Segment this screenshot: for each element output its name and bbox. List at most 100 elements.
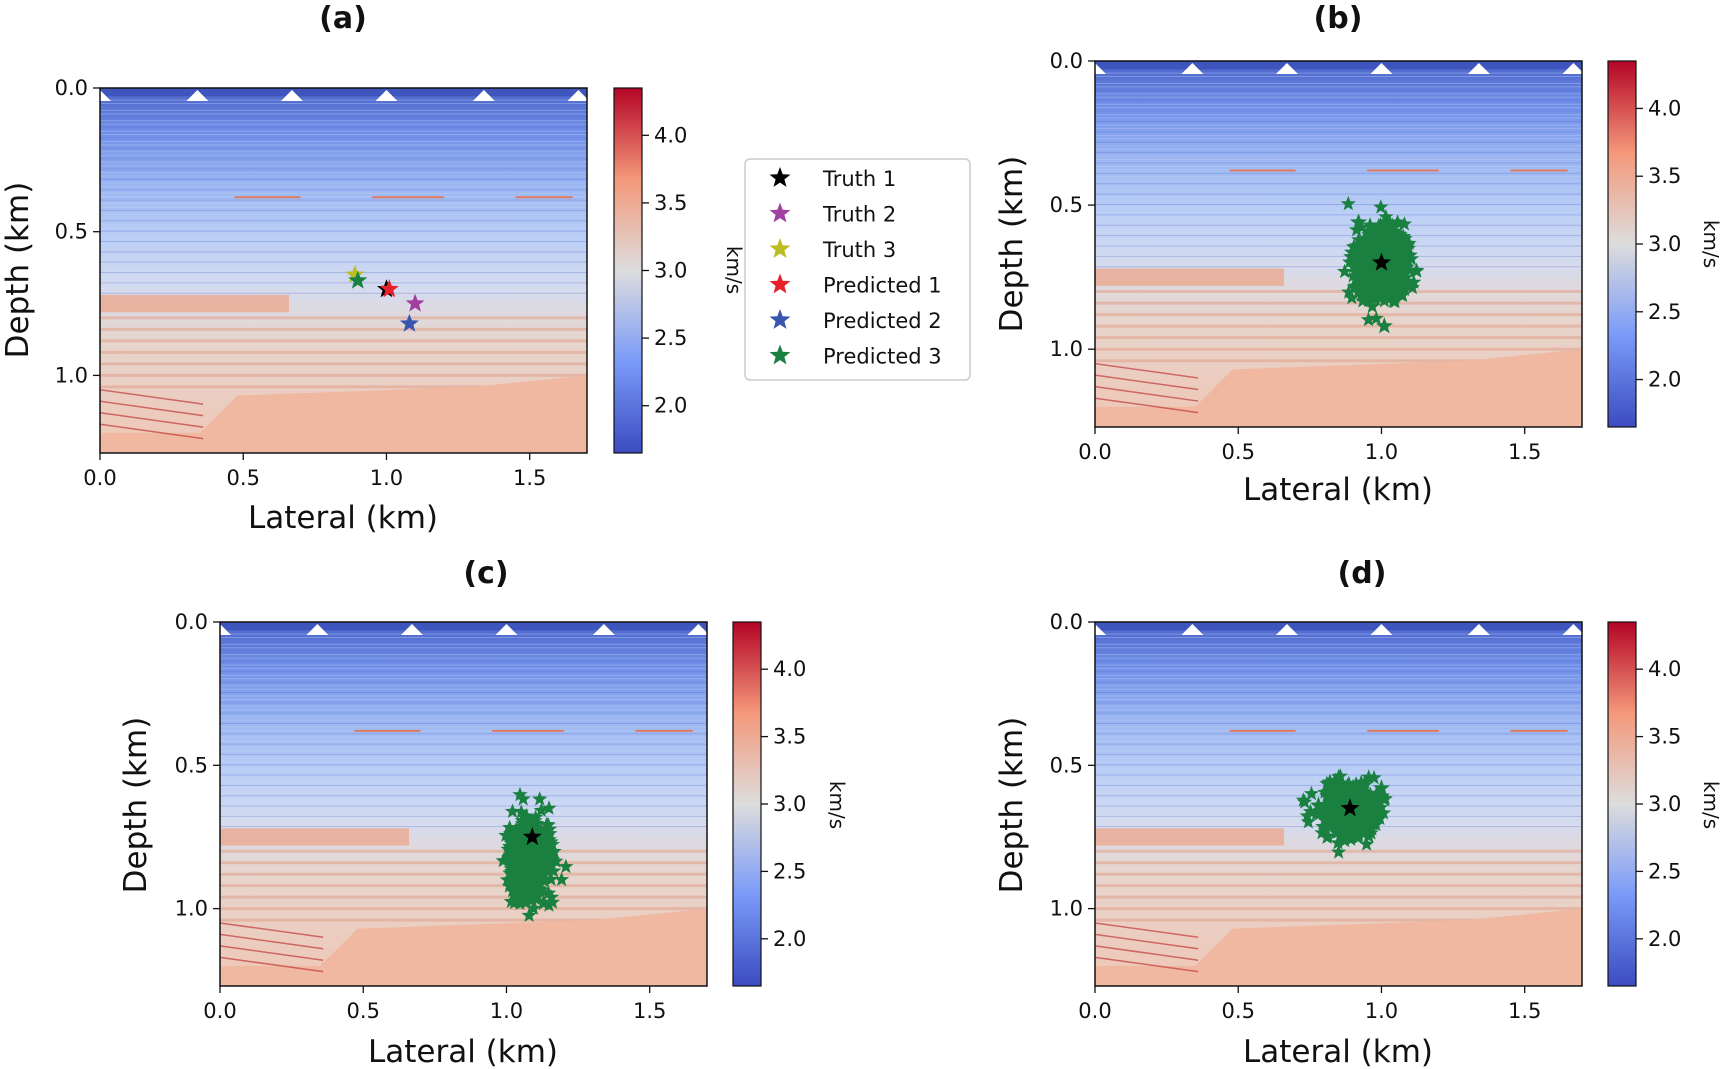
predicted-star: [501, 849, 517, 864]
predicted-star: [502, 819, 518, 835]
predicted-star: [1330, 835, 1346, 850]
predicted-star: [525, 900, 542, 915]
x-axis-label: Lateral (km): [1243, 1034, 1433, 1069]
receiver-marker: [567, 90, 587, 101]
predicted-star: [512, 786, 528, 802]
predicted-star: [1374, 788, 1390, 803]
plot-frame: [1094, 621, 1583, 987]
predicted-star: [502, 872, 518, 887]
colorbar-tick-label: 3.5: [1648, 725, 1681, 749]
colorbar-tick-label: 4.0: [773, 657, 806, 681]
colorbar: 2.0 2.5 3.0 3.5 4.0 km/s: [732, 621, 849, 987]
predicted-star: [1396, 216, 1413, 231]
predicted-star: [1378, 263, 1394, 278]
dipping-reflector: [1095, 922, 1199, 939]
predicted-star: [512, 895, 528, 910]
x-tick-label: 1.5: [633, 999, 666, 1023]
predicted-star: [518, 808, 535, 823]
predicted-star: [1393, 255, 1409, 270]
colorbar-tick-label: 3.5: [1648, 164, 1681, 188]
x-tick-label: 0.0: [1078, 999, 1111, 1023]
predicted-star: [512, 890, 528, 905]
truth-star: [1340, 798, 1360, 817]
predicted-star: [543, 871, 559, 886]
panel-title: (d): [1338, 556, 1387, 591]
receiver-marker: [1275, 624, 1298, 635]
stars: [1295, 768, 1393, 859]
predicted-star: [1364, 298, 1380, 314]
stars: [495, 786, 574, 922]
colorbar-gradient: [732, 621, 762, 987]
x-axis-label: Lateral (km): [1243, 472, 1433, 508]
x-tick-label: 0.0: [203, 999, 236, 1023]
predicted-star: [533, 802, 549, 817]
predicted-star: [1373, 268, 1390, 283]
predicted-star: [510, 840, 526, 855]
predicted-star: [1397, 263, 1413, 278]
basement: [1095, 349, 1582, 427]
predicted-star: [1341, 284, 1357, 299]
predicted-star: [1368, 816, 1384, 832]
predicted-star: [1334, 794, 1350, 809]
predicted-star: [1299, 808, 1315, 823]
warm-layer: [100, 294, 290, 313]
predicted-star: [519, 860, 535, 875]
truth-star: [522, 827, 542, 846]
star-predicted-3: [348, 270, 368, 289]
predicted-star: [1393, 267, 1409, 283]
colorbar-ticks: 2.0 2.5 3.0 3.5 4.0: [1636, 657, 1681, 951]
predicted-star: [1371, 279, 1387, 294]
dipping-reflector: [1095, 397, 1199, 414]
predicted-star: [1338, 779, 1354, 794]
predicted-star: [1371, 222, 1388, 237]
y-tick-label: 0.0: [1050, 610, 1083, 634]
receiver-marker: [1562, 63, 1582, 74]
predicted-star: [1347, 789, 1363, 804]
predicted-star: [1386, 283, 1402, 298]
star-truth-2: [405, 293, 425, 312]
receiver-marker: [1370, 624, 1393, 635]
predicted-star: [1326, 793, 1342, 808]
predicted-star: [558, 858, 574, 874]
receiver-marker: [1181, 63, 1204, 74]
predicted-star: [1317, 784, 1333, 799]
receiver-marker: [306, 624, 329, 635]
predicted-star: [1348, 778, 1364, 793]
x-tick-label: 1.5: [1508, 440, 1541, 464]
colorbar-tick-label: 2.5: [1648, 859, 1681, 883]
predicted-star: [515, 821, 531, 836]
y-tick-label: 1.0: [55, 363, 88, 387]
predicted-star: [1353, 800, 1369, 816]
receiver-marker: [375, 90, 398, 101]
panel-a: (a) 0.0 0.5 1.0 1.5 0.00.51.0 Lateral (km) …: [0, 1, 746, 536]
predicted-star: [1406, 274, 1422, 289]
predicted-star: [1343, 831, 1359, 846]
predicted-star: [537, 844, 553, 859]
colorbar-tick-label: 2.0: [1648, 368, 1681, 392]
predicted-star: [1378, 209, 1394, 224]
x-tick-label: 1.0: [1365, 440, 1398, 464]
plot-frame: [1094, 60, 1583, 428]
predicted-star: [1344, 817, 1361, 833]
x-tick-label: 0.0: [83, 466, 116, 490]
legend-label: Predicted 3: [823, 345, 942, 369]
predicted-star: [1300, 814, 1316, 829]
predicted-star-outlier: [1309, 796, 1327, 813]
predicted-star: [1347, 257, 1363, 272]
receiver-marker: [186, 90, 209, 101]
predicted-star: [541, 885, 557, 900]
legend-star-icon: [769, 238, 791, 258]
legend: Truth 1 Truth 2 Truth 3 Predicted 1 Predicte…: [744, 158, 971, 381]
predicted-star: [504, 803, 521, 818]
basement: [220, 908, 707, 986]
predicted-star: [1369, 799, 1385, 814]
x-tick-label: 1.5: [1508, 999, 1541, 1023]
predicted-star: [526, 856, 542, 871]
predicted-star: [1359, 262, 1376, 278]
predicted-star: [1348, 809, 1364, 825]
predicted-star: [1319, 796, 1335, 812]
predicted-star: [1319, 829, 1335, 844]
predicted-star: [1360, 232, 1376, 248]
receiver-marker: [472, 90, 495, 101]
predicted-star: [1343, 248, 1359, 264]
